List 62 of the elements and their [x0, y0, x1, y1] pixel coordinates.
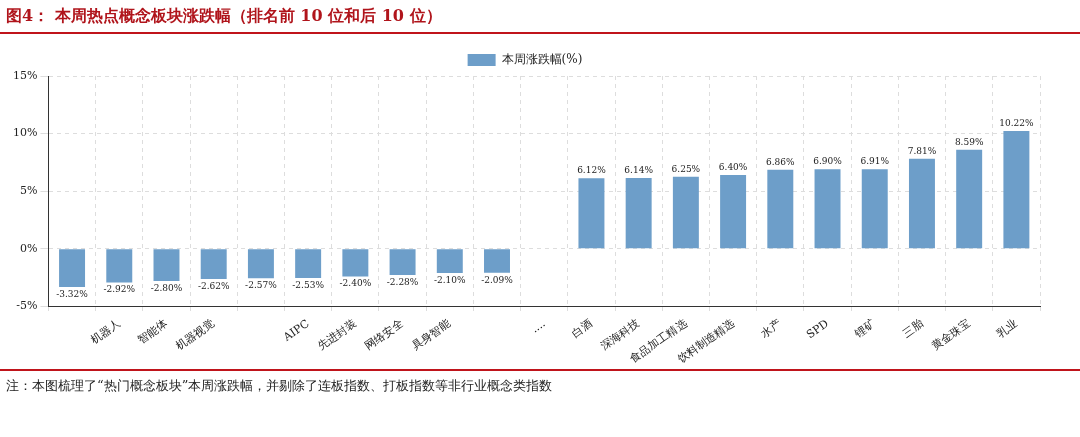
- y-tick-label: 5%: [20, 184, 38, 198]
- data-label: -2.62%: [197, 280, 230, 291]
- bar: [436, 249, 463, 273]
- bar: [956, 149, 983, 249]
- data-label: 10.22%: [999, 117, 1034, 128]
- data-label: 6.90%: [813, 156, 843, 167]
- legend-label: 本周涨跌幅(%): [501, 52, 583, 67]
- bar: [200, 249, 227, 279]
- data-label: -3.32%: [56, 288, 89, 299]
- bar: [578, 178, 605, 249]
- x-tick-label: 乳业: [994, 316, 1020, 341]
- data-label: 6.25%: [671, 163, 701, 174]
- chart-title: 图4： 本周热点概念板块涨跌幅（排名前 10 位和后 10 位）: [0, 0, 1080, 34]
- bar: [908, 158, 935, 249]
- x-tick-label: SPD: [803, 316, 832, 342]
- data-label: 6.40%: [718, 161, 748, 172]
- x-tick-label: 机器人: [88, 316, 123, 347]
- bar: [625, 178, 652, 249]
- bar: [814, 169, 841, 249]
- data-label: 6.86%: [766, 156, 796, 167]
- bar: [389, 249, 416, 276]
- x-tick-label: 锂矿: [851, 316, 879, 341]
- bar: [720, 175, 747, 249]
- data-label: 7.81%: [907, 145, 937, 156]
- bar: [295, 249, 322, 278]
- bar: [153, 249, 180, 281]
- y-tick-label: 0%: [20, 241, 38, 255]
- data-label: -2.92%: [103, 284, 136, 295]
- data-label: -2.80%: [150, 282, 183, 293]
- data-label: 8.59%: [954, 136, 984, 147]
- x-tick-label: 先进封装: [315, 316, 359, 353]
- bar: [861, 169, 888, 249]
- data-label: 6.12%: [577, 165, 607, 176]
- data-label: -2.28%: [386, 276, 419, 287]
- y-tick-label: 15%: [13, 68, 38, 82]
- text: 注：本图梳理了“热门概念板块”本周涨跌幅，并剔除了连板指数、打板指数等非行业概念类指数: [6, 377, 554, 395]
- y-tick-label: 10%: [13, 126, 38, 140]
- bar: [106, 249, 133, 283]
- bar: [767, 169, 794, 249]
- x-tick-label: 白酒: [569, 316, 595, 341]
- bar: [672, 176, 699, 249]
- data-label: -2.40%: [339, 278, 372, 289]
- x-tick-label: 机器视觉: [173, 316, 218, 353]
- x-tick-label: 网络安全: [362, 316, 406, 353]
- data-label: -2.57%: [245, 280, 278, 291]
- x-tick-label: 具身智能: [409, 316, 454, 353]
- y-tick-label: -5%: [16, 299, 38, 313]
- x-tick-label: ....: [528, 316, 548, 336]
- x-tick-label: 三胎: [899, 316, 926, 341]
- data-label: -2.10%: [433, 274, 467, 285]
- x-tick-label: 水产: [758, 316, 784, 341]
- bar: [342, 249, 369, 277]
- data-label: 6.14%: [624, 164, 654, 175]
- x-tick-label: 智能体: [135, 316, 170, 347]
- data-label: -2.53%: [292, 279, 325, 290]
- x-tick-label: 黄金珠宝: [929, 316, 973, 353]
- data-label: 6.91%: [860, 156, 890, 167]
- bar: [59, 249, 86, 287]
- bar: [247, 249, 274, 279]
- data-label: -2.09%: [481, 274, 514, 285]
- bar: [484, 249, 510, 273]
- bar: [1003, 131, 1030, 249]
